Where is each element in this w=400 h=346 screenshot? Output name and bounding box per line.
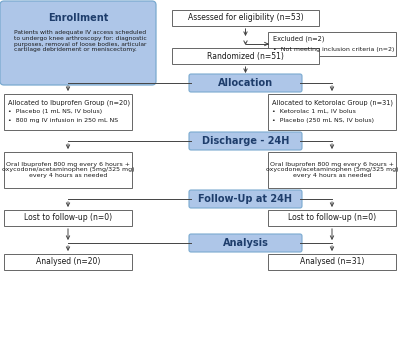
FancyBboxPatch shape bbox=[189, 132, 302, 150]
Text: Analysis: Analysis bbox=[222, 238, 268, 248]
Text: Allocated to Ketorolac Group (n=31): Allocated to Ketorolac Group (n=31) bbox=[272, 99, 393, 106]
Text: Allocation: Allocation bbox=[218, 78, 273, 88]
Bar bbox=[268, 152, 396, 188]
Text: Randomized (n=51): Randomized (n=51) bbox=[207, 52, 284, 61]
Bar bbox=[268, 94, 396, 130]
Bar bbox=[172, 48, 319, 64]
Text: Oral Ibuprofen 800 mg every 6 hours +
oxycodone/acetaminophen (5mg/325 mg)
every: Oral Ibuprofen 800 mg every 6 hours + ox… bbox=[2, 162, 134, 178]
FancyBboxPatch shape bbox=[189, 190, 302, 208]
Text: •  Placebo (250 mL NS, IV bolus): • Placebo (250 mL NS, IV bolus) bbox=[272, 118, 374, 123]
FancyBboxPatch shape bbox=[189, 234, 302, 252]
Bar bbox=[4, 210, 132, 226]
Bar bbox=[4, 152, 132, 188]
Bar bbox=[268, 210, 396, 226]
Text: Excluded (n=2): Excluded (n=2) bbox=[273, 36, 324, 42]
Text: Analysed (n=31): Analysed (n=31) bbox=[300, 257, 364, 266]
Bar bbox=[172, 10, 319, 26]
Text: Follow-Up at 24H: Follow-Up at 24H bbox=[198, 194, 292, 204]
Text: •  Not meeting inclusion criteria (n=2): • Not meeting inclusion criteria (n=2) bbox=[273, 46, 394, 52]
Text: Analysed (n=20): Analysed (n=20) bbox=[36, 257, 100, 266]
Text: Lost to follow-up (n=0): Lost to follow-up (n=0) bbox=[24, 213, 112, 222]
Text: •  Ketorolac 1 mL, IV bolus: • Ketorolac 1 mL, IV bolus bbox=[272, 109, 356, 114]
Text: Oral Ibuprofen 800 mg every 6 hours +
oxycodone/acetaminophen (5mg/325 mg)
every: Oral Ibuprofen 800 mg every 6 hours + ox… bbox=[266, 162, 398, 178]
Text: Enrollment: Enrollment bbox=[48, 13, 108, 23]
Text: •  800 mg IV infusion in 250 mL NS: • 800 mg IV infusion in 250 mL NS bbox=[8, 118, 118, 123]
Text: Lost to follow-up (n=0): Lost to follow-up (n=0) bbox=[288, 213, 376, 222]
Text: Assessed for eligibility (n=53): Assessed for eligibility (n=53) bbox=[188, 13, 303, 22]
Bar bbox=[268, 32, 396, 56]
FancyBboxPatch shape bbox=[0, 1, 156, 85]
Bar bbox=[268, 254, 396, 270]
Bar bbox=[4, 94, 132, 130]
Text: •  Placebo (1 mL NS, IV bolus): • Placebo (1 mL NS, IV bolus) bbox=[8, 109, 102, 114]
Text: Allocated to Ibuprofen Group (n=20): Allocated to Ibuprofen Group (n=20) bbox=[8, 99, 130, 106]
Text: Patients with adequate IV access scheduled
to undergo knee arthroscopy for: diag: Patients with adequate IV access schedul… bbox=[14, 30, 147, 52]
Bar bbox=[4, 254, 132, 270]
Text: Discharge - 24H: Discharge - 24H bbox=[202, 136, 289, 146]
FancyBboxPatch shape bbox=[189, 74, 302, 92]
